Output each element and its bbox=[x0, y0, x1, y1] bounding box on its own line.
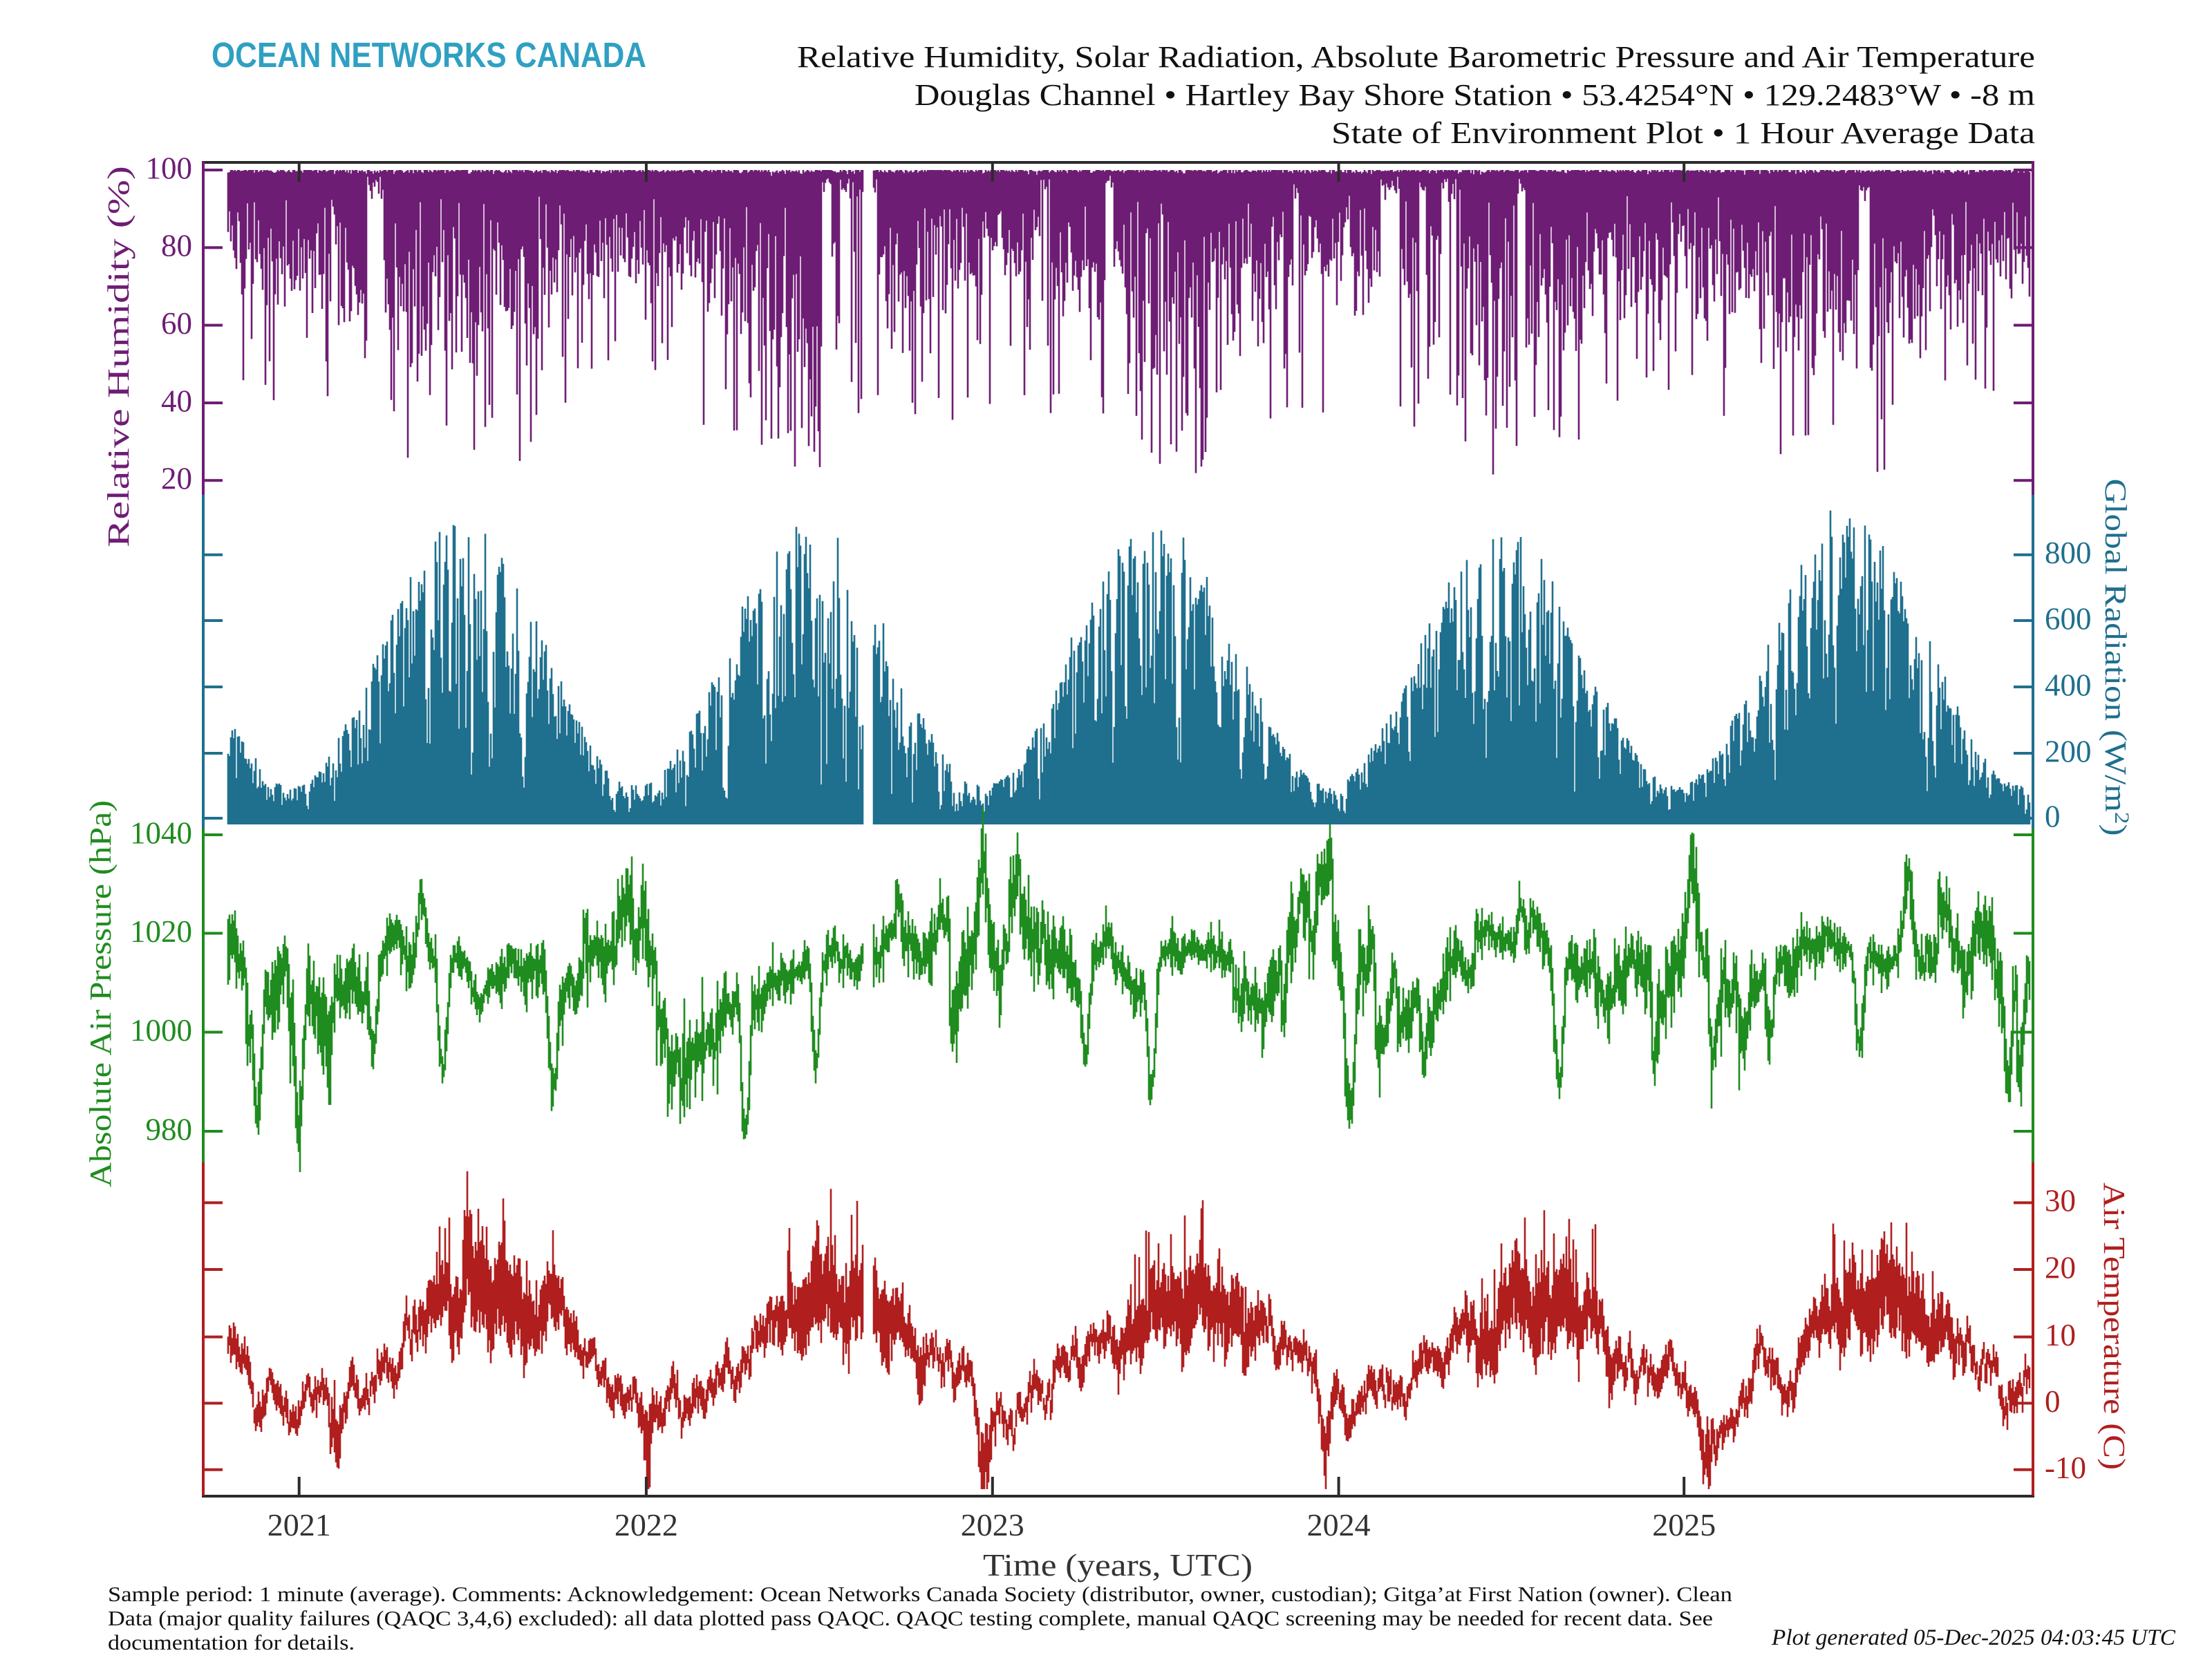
svg-text:2021: 2021 bbox=[268, 1507, 331, 1542]
svg-text:20: 20 bbox=[161, 462, 192, 496]
svg-text:2022: 2022 bbox=[615, 1507, 678, 1542]
svg-text:2025: 2025 bbox=[1652, 1507, 1716, 1542]
svg-text:40: 40 bbox=[161, 384, 192, 418]
svg-text:2024: 2024 bbox=[1307, 1507, 1371, 1542]
svg-text:Data (major quality failures (: Data (major quality failures (QAQC 3,4,6… bbox=[108, 1606, 1713, 1630]
svg-text:60: 60 bbox=[161, 306, 192, 341]
svg-text:800: 800 bbox=[2045, 536, 2092, 570]
svg-text:Absolute Air Pressure (hPa): Absolute Air Pressure (hPa) bbox=[84, 800, 118, 1187]
svg-text:Global Radiation (W/m2): Global Radiation (W/m2) bbox=[2099, 479, 2133, 836]
svg-text:documentation for details.: documentation for details. bbox=[108, 1630, 355, 1654]
svg-text:Sample period: 1 minute (avera: Sample period: 1 minute (average). Comme… bbox=[108, 1582, 1733, 1606]
svg-text:400: 400 bbox=[2045, 668, 2092, 702]
svg-text:-10: -10 bbox=[2045, 1451, 2086, 1485]
svg-text:Time (years, UTC): Time (years, UTC) bbox=[983, 1547, 1253, 1583]
svg-text:1000: 1000 bbox=[130, 1013, 192, 1048]
svg-text:0: 0 bbox=[2045, 799, 2061, 833]
svg-text:1020: 1020 bbox=[130, 914, 192, 949]
svg-text:Plot generated 05-Dec-2025 04:: Plot generated 05-Dec-2025 04:03:45 UTC bbox=[1771, 1625, 2176, 1650]
svg-text:10: 10 bbox=[2045, 1318, 2076, 1352]
svg-text:Air Temperature (C): Air Temperature (C) bbox=[2097, 1182, 2131, 1470]
svg-text:Douglas Channel • Hartley Bay: Douglas Channel • Hartley Bay Shore Stat… bbox=[915, 78, 2035, 112]
svg-text:0: 0 bbox=[2045, 1384, 2061, 1419]
svg-text:980: 980 bbox=[146, 1112, 193, 1146]
svg-text:2023: 2023 bbox=[961, 1507, 1024, 1542]
svg-text:1040: 1040 bbox=[130, 815, 192, 850]
svg-text:State of Environment Plot • 1: State of Environment Plot • 1 Hour Avera… bbox=[1331, 116, 2035, 150]
svg-text:600: 600 bbox=[2045, 601, 2092, 636]
svg-text:30: 30 bbox=[2045, 1184, 2076, 1218]
svg-text:80: 80 bbox=[161, 229, 192, 263]
svg-text:100: 100 bbox=[146, 151, 193, 185]
svg-text:Relative Humidity, Solar Radia: Relative Humidity, Solar Radiation, Abso… bbox=[797, 40, 2035, 74]
svg-text:OCEAN NETWORKS CANADA: OCEAN NETWORKS CANADA bbox=[212, 35, 646, 75]
svg-text:Relative Humidity (%): Relative Humidity (%) bbox=[102, 166, 135, 547]
svg-text:20: 20 bbox=[2045, 1250, 2076, 1285]
svg-text:200: 200 bbox=[2045, 734, 2092, 768]
